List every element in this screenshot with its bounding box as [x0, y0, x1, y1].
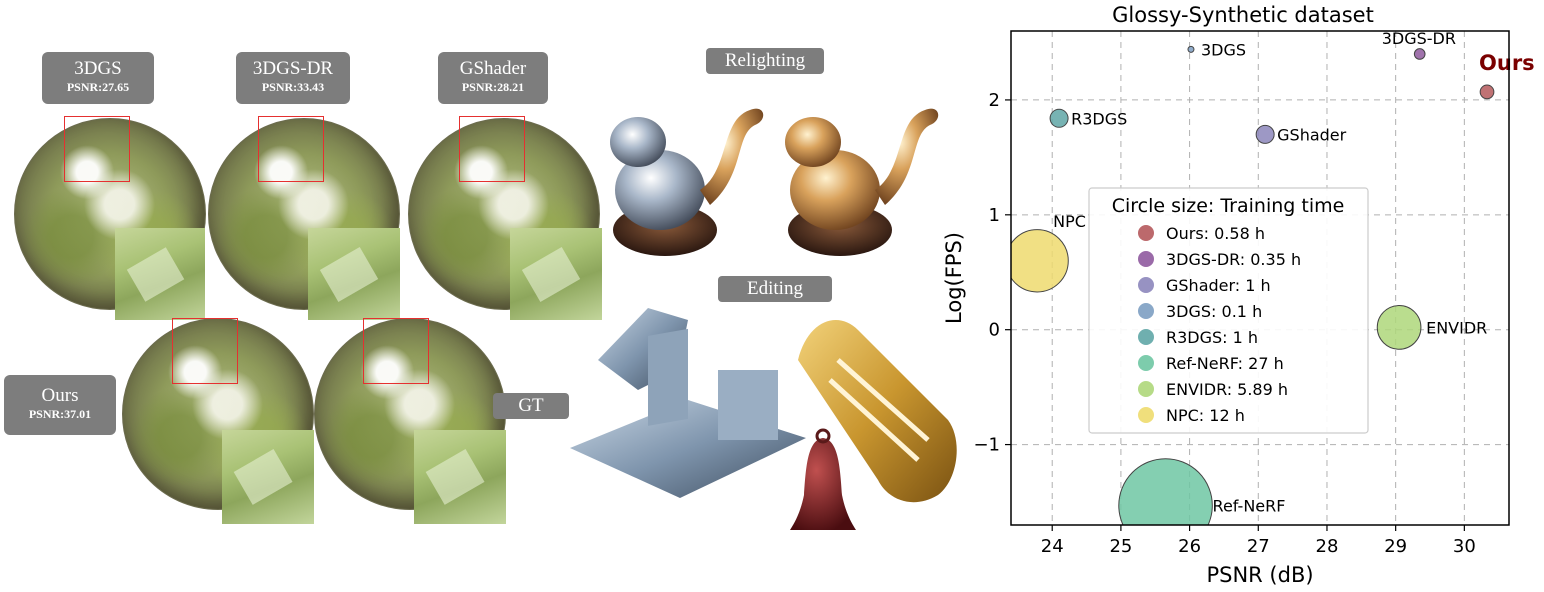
x-axis-label: PSNR (dB) — [1206, 563, 1313, 587]
point-label-ours: Ours — [1479, 51, 1535, 75]
label-3dgs: 3DGS PSNR:27.65 — [42, 52, 154, 104]
psnr-value: PSNR:28.21 — [461, 80, 525, 94]
legend-entry: GShader: 1 h — [1166, 276, 1271, 295]
psnr-value: PSNR:37.01 — [28, 407, 92, 421]
label-relighting: Relighting — [706, 48, 824, 74]
legend-entry: 3DGS: 0.1 h — [1166, 302, 1262, 321]
psnr-value: PSNR:33.43 — [261, 80, 325, 94]
zoom-box — [459, 116, 525, 182]
legend-marker — [1138, 277, 1154, 293]
zoom-inset — [510, 228, 602, 320]
legend-entry: ENVIDR: 5.89 h — [1166, 380, 1288, 399]
label-ours: Ours PSNR:37.01 — [4, 375, 116, 435]
method-name: 3DGS — [74, 58, 122, 79]
x-axis: 24 25 26 27 28 29 30 — [1041, 525, 1476, 557]
method-name: GShader — [459, 58, 527, 79]
zoom-inset — [308, 228, 400, 320]
legend-entry: Ours: 0.58 h — [1166, 224, 1265, 243]
legend-marker — [1138, 407, 1154, 423]
point-label-3dgs: 3DGS — [1201, 40, 1246, 59]
point-label-3dgs-dr: 3DGS-DR — [1382, 29, 1456, 48]
point-gshader — [1255, 124, 1275, 144]
point-label-gshader: GShader — [1277, 125, 1347, 144]
point-3dgs — [1187, 45, 1195, 53]
car-gold — [798, 320, 957, 503]
legend-marker — [1138, 251, 1154, 267]
legend-marker — [1138, 225, 1154, 241]
point-label-npc: NPC — [1053, 212, 1086, 231]
glossy-synthetic-chart: Glossy-Synthetic dataset 24 25 26 27 28 29 30 … — [942, 3, 1535, 587]
x-tick-label: 29 — [1384, 536, 1407, 557]
editing-renders — [570, 308, 957, 530]
zoom-box — [64, 116, 130, 182]
points-clipped — [1011, 45, 1495, 525]
zoom-inset — [414, 430, 506, 524]
zoom-inset — [222, 430, 314, 524]
legend-marker — [1138, 381, 1154, 397]
x-tick-label: 28 — [1316, 536, 1339, 557]
y-tick-label: 1 — [989, 205, 1000, 226]
point-ours — [1479, 84, 1495, 100]
cat-silver — [610, 108, 764, 256]
point-label-ref-nerf: Ref-NeRF — [1213, 496, 1286, 515]
x-tick-label: 25 — [1109, 536, 1132, 557]
zoom-inset — [115, 228, 205, 320]
legend-box — [1088, 187, 1369, 434]
bell-red — [790, 428, 856, 530]
point-envidr — [1376, 305, 1422, 350]
zoom-box — [172, 318, 238, 384]
legend-marker — [1138, 355, 1154, 371]
zoom-box — [363, 318, 429, 384]
point-3dgs-dr — [1413, 48, 1426, 60]
x-tick-label: 26 — [1178, 536, 1201, 557]
relighting-renders — [610, 108, 939, 256]
legend-marker — [1138, 329, 1154, 345]
point-r3dgs — [1049, 108, 1069, 128]
legend-marker — [1138, 303, 1154, 319]
legend-title: Circle size: Training time — [1112, 195, 1345, 217]
y-tick-label: 0 — [989, 320, 1000, 341]
x-tick-label: 24 — [1041, 536, 1064, 557]
point-label-envidr: ENVIDR — [1426, 318, 1487, 337]
point-npc — [1011, 229, 1069, 293]
cat-gold — [785, 108, 939, 256]
y-axis-label: Log(FPS) — [942, 232, 966, 324]
point-label-r3dgs: R3DGS — [1071, 109, 1127, 128]
label-3dgs-dr: 3DGS-DR PSNR:33.43 — [236, 52, 350, 104]
y-tick-label: 2 — [989, 90, 1000, 111]
label-gshader: GShader PSNR:28.21 — [438, 52, 548, 104]
method-name: Ours — [41, 385, 79, 406]
method-name: 3DGS-DR — [252, 58, 334, 79]
x-tick-label: 30 — [1453, 536, 1476, 557]
y-tick-label: −1 — [973, 435, 1000, 456]
label-gt: GT — [493, 393, 569, 419]
legend-entry: NPC: 12 h — [1166, 406, 1245, 425]
psnr-value: PSNR:27.65 — [66, 80, 130, 94]
y-axis: −1 0 1 2 — [973, 90, 1011, 456]
legend-entry: Ref-NeRF: 27 h — [1166, 354, 1284, 373]
lego-bulldozer — [570, 308, 806, 498]
label-editing: Editing — [718, 276, 832, 302]
legend-entry: R3DGS: 1 h — [1166, 328, 1258, 347]
x-tick-label: 27 — [1247, 536, 1270, 557]
legend: Circle size: Training time Ours: 0.58 h 3… — [1088, 187, 1369, 434]
plot-frame — [1010, 30, 1510, 526]
zoom-box — [258, 116, 324, 182]
data-points: Ours 3DGS-DR GShader 3DGS R3DGS Ref-NeRF ENVID… — [1011, 29, 1535, 525]
legend-entry: 3DGS-DR: 0.35 h — [1166, 250, 1301, 269]
point-ref-nerf — [1118, 458, 1213, 525]
chart-title: Glossy-Synthetic dataset — [1112, 3, 1374, 27]
